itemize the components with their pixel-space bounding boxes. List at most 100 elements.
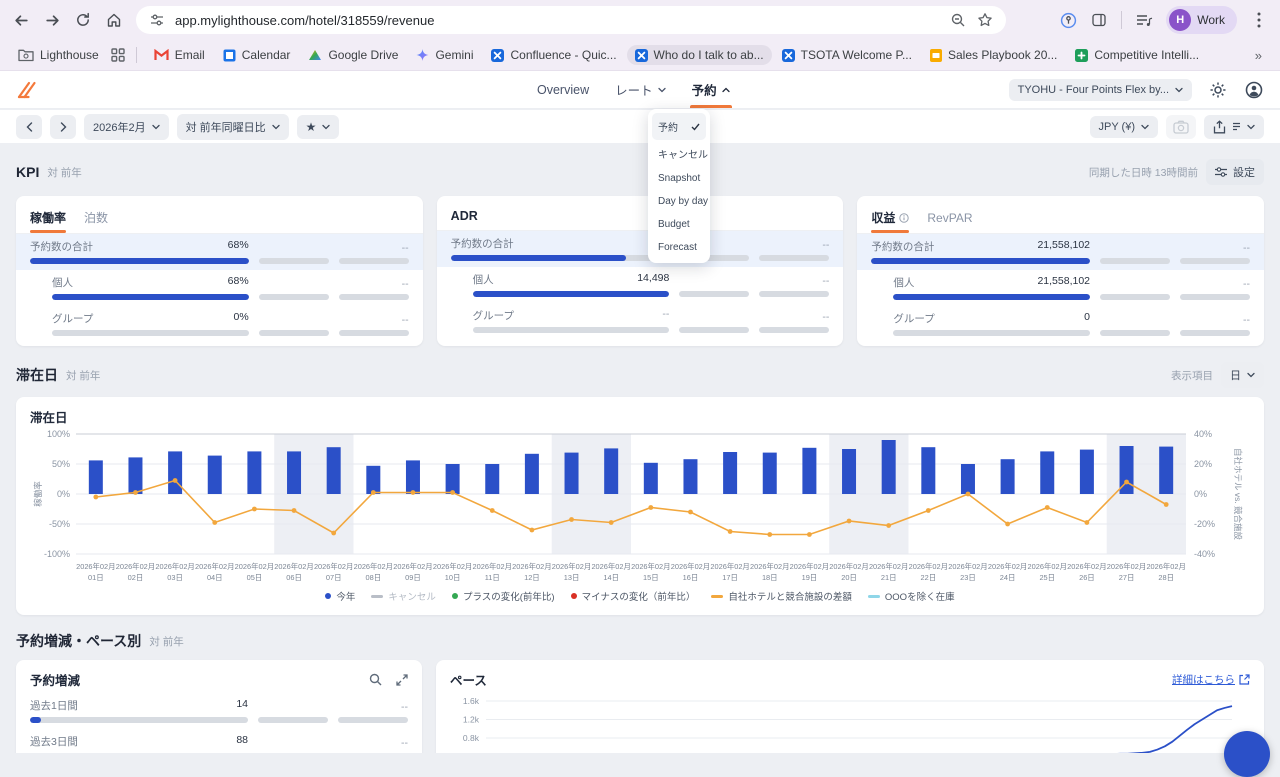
kpi-value: 68% (228, 275, 249, 290)
bookmark-item[interactable]: Confluence - Quic... (483, 45, 624, 65)
kpi-row: 個人14,498---- (451, 267, 830, 303)
svg-text:2026年02月: 2026年02月 (76, 562, 115, 571)
legend-item[interactable]: 自社ホテルと競合施設の差額 (711, 589, 852, 603)
snapshot-button[interactable] (1166, 115, 1196, 139)
tab-list-icon[interactable] (1135, 11, 1153, 29)
menu-item-Forecast[interactable]: Forecast (652, 236, 706, 259)
confluence-icon (782, 49, 795, 62)
back-icon[interactable] (12, 11, 30, 29)
tab-RevPAR[interactable]: RevPAR (927, 204, 972, 232)
svg-text:24日: 24日 (1000, 573, 1016, 582)
browser-profile-chip[interactable]: H Work (1166, 6, 1237, 34)
kpi-card: 稼働率泊数予約数の合計68%----個人68%----グループ0%---- (16, 196, 423, 346)
svg-text:2026年02月: 2026年02月 (274, 562, 313, 571)
svg-text:2026年02月: 2026年02月 (591, 562, 630, 571)
display-granularity-selector[interactable]: 日 (1221, 362, 1264, 388)
comparison-value: -- (759, 311, 829, 323)
chat-fab-button[interactable] (1224, 731, 1270, 777)
kpi-settings-button[interactable]: 設定 (1206, 159, 1264, 185)
svg-text:2026年02月: 2026年02月 (512, 562, 551, 571)
next-month-button[interactable] (50, 115, 76, 139)
menu-item-Snapshot[interactable]: Snapshot (652, 167, 706, 190)
hotel-selector[interactable]: TYOHU - Four Points Flex by... (1009, 79, 1192, 101)
svg-text:2026年02月: 2026年02月 (948, 562, 987, 571)
pickup-section-header: 予約増減・ペース別 対 前年 (16, 631, 1264, 651)
password-manager-icon[interactable] (1059, 11, 1077, 29)
chevron-down-icon (272, 124, 280, 130)
legend-item[interactable]: プラスの変化(前年比) (452, 589, 555, 603)
tab-収益[interactable]: 収益 (871, 202, 909, 233)
svg-text:05日: 05日 (247, 573, 263, 582)
currency-selector[interactable]: JPY (¥) (1090, 116, 1158, 138)
zoom-out-icon[interactable] (949, 11, 967, 29)
folder-icon (18, 48, 34, 62)
svg-text:06日: 06日 (286, 573, 302, 582)
gmail-icon (154, 49, 169, 61)
menu-item-キャンセル[interactable]: キャンセル (652, 140, 706, 167)
bookmark-item[interactable]: Google Drive (300, 45, 406, 65)
bookmark-item[interactable]: TSOTA Welcome P... (774, 45, 920, 65)
bookmark-item[interactable]: Email (146, 45, 213, 65)
apps-grid-icon[interactable] (109, 46, 127, 64)
kpi-value: 68% (228, 239, 249, 254)
svg-text:10日: 10日 (445, 573, 461, 582)
nav-item-Overview[interactable]: Overview (537, 71, 589, 108)
kpi-card: ADR予約数の合計----個人14,498----グループ------ (437, 196, 844, 346)
tab-泊数[interactable]: 泊数 (84, 202, 108, 233)
svg-text:-50%: -50% (49, 519, 70, 529)
site-settings-icon[interactable] (148, 11, 166, 29)
details-link[interactable]: 詳細はこちら (1172, 672, 1250, 687)
legend-item[interactable]: マイナスの変化（前年比） (571, 589, 696, 603)
bookmarks-overflow-icon[interactable]: » (1247, 48, 1270, 63)
prev-month-button[interactable] (16, 115, 42, 139)
sheets-icon (1075, 49, 1088, 62)
forward-icon[interactable] (43, 11, 61, 29)
nav-item-レート[interactable]: レート (615, 71, 666, 108)
menu-item-予約[interactable]: 予約 (652, 113, 706, 140)
side-panel-icon[interactable] (1090, 11, 1108, 29)
svg-text:2026年02月: 2026年02月 (393, 562, 432, 571)
kpi-value: 0 (1084, 311, 1090, 326)
bookmark-item[interactable]: Sales Playbook 20... (922, 45, 1065, 65)
account-icon[interactable] (1244, 80, 1264, 100)
comparison-selector[interactable]: 対 前年同曜日比 (177, 114, 289, 140)
external-link-icon (1239, 674, 1250, 685)
sync-status: 同期した日時 13時間前 (1089, 165, 1198, 180)
browser-toolbar: app.mylighthouse.com/hotel/318559/revenu… (0, 0, 1280, 40)
svg-text:20日: 20日 (841, 573, 857, 582)
search-icon[interactable] (369, 673, 382, 686)
browser-menu-icon[interactable] (1250, 11, 1268, 29)
comparison-value: -- (338, 737, 408, 749)
svg-text:0.8k: 0.8k (463, 733, 480, 743)
legend-item[interactable]: 今年 (325, 589, 355, 603)
month-selector[interactable]: 2026年2月 (84, 114, 169, 140)
expand-icon[interactable] (396, 674, 408, 686)
gear-icon[interactable] (1208, 80, 1228, 100)
svg-text:13日: 13日 (564, 573, 580, 582)
home-icon[interactable] (105, 11, 123, 29)
svg-text:27日: 27日 (1119, 573, 1135, 582)
bookmark-star-icon[interactable] (976, 11, 994, 29)
svg-text:2026年02月: 2026年02月 (750, 562, 789, 571)
bookmark-item[interactable]: Competitive Intelli... (1067, 45, 1207, 65)
booking-dropdown-menu: 予約キャンセルSnapshotDay by dayBudgetForecast (648, 109, 710, 263)
main-nav: Overview レート予約 (537, 71, 730, 108)
nav-item-予約[interactable]: 予約 (692, 71, 730, 108)
svg-text:-20%: -20% (1194, 519, 1215, 529)
url-bar[interactable]: app.mylighthouse.com/hotel/318559/revenu… (136, 6, 1006, 34)
export-button[interactable] (1204, 115, 1264, 139)
bookmark-item[interactable]: Lighthouse (10, 45, 107, 65)
svg-text:1.6k: 1.6k (463, 696, 480, 706)
bookmark-item[interactable]: Gemini (408, 45, 481, 65)
menu-item-Budget[interactable]: Budget (652, 213, 706, 236)
kpi-card-title: ADR (451, 202, 478, 230)
legend-item[interactable]: キャンセル (371, 589, 436, 603)
menu-item-Day by day[interactable]: Day by day (652, 190, 706, 213)
reload-icon[interactable] (74, 11, 92, 29)
legend-item[interactable]: OOOを除く在庫 (868, 589, 955, 603)
bookmark-item[interactable]: Who do I talk to ab... (627, 45, 772, 65)
tab-稼働率[interactable]: 稼働率 (30, 202, 66, 233)
bookmark-item[interactable]: Calendar (215, 45, 299, 65)
svg-text:2026年02月: 2026年02月 (1067, 562, 1106, 571)
favorite-selector[interactable]: ★ (297, 115, 340, 139)
